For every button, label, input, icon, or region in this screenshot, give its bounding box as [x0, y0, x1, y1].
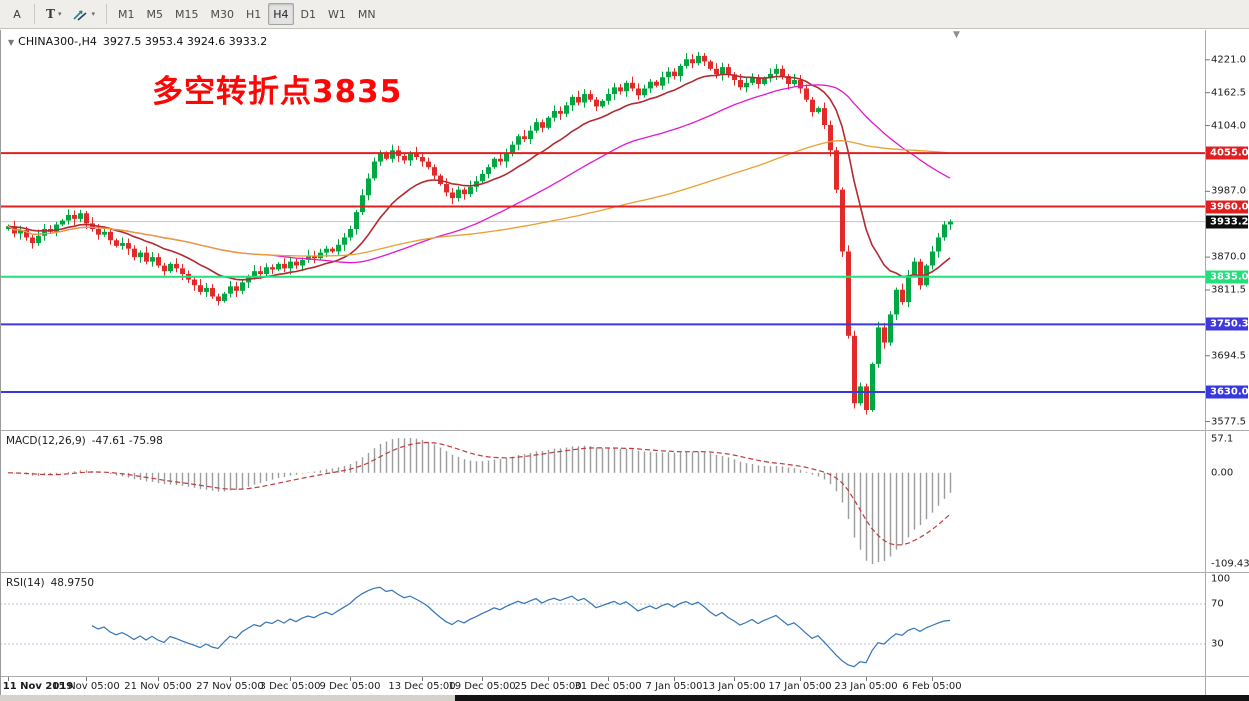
time-axis-label: 21 Nov 05:00 [124, 681, 192, 692]
price-tick-label: 3987.0 [1211, 185, 1246, 197]
macd-histogram [13, 438, 952, 564]
ma-line-fast-ma [7, 73, 951, 281]
time-axis-label: 23 Jan 05:00 [834, 681, 898, 692]
rsi-axis-label: 30 [1211, 638, 1224, 650]
price-level-box: 3750.3 [1206, 317, 1249, 331]
price-level-box: 3630.0 [1206, 385, 1249, 399]
arrow-mode-button[interactable]: A [6, 3, 28, 25]
price-tick-label: 3811.5 [1211, 284, 1246, 296]
arrow-mode-label: A [13, 7, 21, 21]
macd-indicator-label: MACD(12,26,9) -47.61 -75.98 [6, 435, 163, 447]
trendline-tool-icon [73, 9, 87, 21]
timeframe-button-w1[interactable]: W1 [328, 7, 346, 21]
time-axis-label: 15 Nov 05:00 [52, 681, 120, 692]
timeframe-button-m15[interactable]: M15 [174, 7, 199, 21]
macd-axis-label: 57.1 [1211, 433, 1234, 445]
price-tick-label: 4104.0 [1211, 120, 1246, 132]
timeframe-button-m30[interactable]: M30 [210, 7, 234, 21]
price-tick-label: 3694.5 [1211, 350, 1246, 362]
macd-axis-label: 0.00 [1211, 467, 1234, 479]
time-axis-label: 19 Dec 05:00 [448, 681, 516, 692]
caret-down-icon: ▾ [91, 10, 95, 18]
ohlc-values: 3927.5 3953.4 3924.6 3933.2 [102, 35, 268, 48]
candlestick-series [6, 51, 953, 415]
rsi-axis-label: 70 [1211, 598, 1224, 610]
time-axis-label: 7 Jan 05:00 [645, 681, 703, 692]
caret-down-icon: ▾ [57, 10, 62, 18]
toolbar-separator [105, 4, 107, 24]
text-tool-icon: T [46, 7, 55, 21]
one-click-trading-toggle-icon[interactable]: ▼ [8, 38, 15, 47]
rsi-value: 48.9750 [50, 577, 95, 589]
scrollbar-thumb[interactable] [455, 695, 1249, 701]
time-axis-label: 11 Nov 2019 [2, 681, 74, 692]
time-axis-label: 3 Dec 05:00 [259, 681, 321, 692]
timeframe-button-h1[interactable]: H1 [245, 7, 262, 21]
timeframe-button-d1[interactable]: D1 [300, 7, 316, 21]
macd-values: -47.61 -75.98 [91, 435, 163, 447]
chart-annotation-text: 多空转折点3835 [152, 74, 403, 110]
price-tick-label: 3870.0 [1211, 251, 1246, 263]
time-axis-label: 25 Dec 05:00 [514, 681, 582, 692]
rsi-indicator-label: RSI(14) 48.9750 [6, 577, 94, 589]
time-axis-label: 13 Jan 05:00 [702, 681, 766, 692]
timeframe-button-group: M1 M5 M15 M30 H1 H4 D1 W1 MN [112, 3, 382, 25]
chart-plot-area[interactable] [0, 30, 1205, 674]
rsi-axis-label: 100 [1211, 573, 1231, 585]
time-axis-label: 17 Jan 05:00 [768, 681, 832, 692]
time-axis-label: 27 Nov 05:00 [196, 681, 264, 692]
time-axis-label: 31 Dec 05:00 [574, 681, 642, 692]
time-axis-label: 6 Feb 05:00 [902, 681, 962, 692]
macd-signal-line [7, 441, 951, 546]
time-axis-label: 9 Dec 05:00 [319, 681, 381, 692]
drawing-tools-button[interactable]: ▾ [68, 3, 100, 25]
chart-title: ▼ CHINA300-,H4 3927.5 3953.4 3924.6 3933.2 [8, 35, 267, 48]
price-level-box: 3960.0 [1206, 200, 1249, 213]
text-tool-button[interactable]: T ▾ [41, 3, 66, 25]
price-level-box: 4055.0 [1206, 146, 1249, 160]
time-axis-label: 13 Dec 05:00 [388, 681, 456, 692]
timeframe-button-m1[interactable]: M1 [117, 7, 135, 21]
scroll-position-marker-icon[interactable]: ▼ [953, 30, 960, 40]
current-price-box: 3933.2 [1206, 215, 1249, 229]
bottom-scrollbar [0, 695, 1249, 701]
symbol-timeframe-label: CHINA300-,H4 [18, 35, 97, 48]
timeframe-button-m5[interactable]: M5 [146, 7, 163, 21]
price-level-box: 3835.0 [1206, 270, 1249, 284]
price-tick-label: 4162.5 [1211, 87, 1246, 99]
macd-axis-label: -109.43 [1211, 558, 1249, 570]
price-tick-label: 4221.0 [1211, 54, 1246, 66]
price-tick-label: 3577.5 [1211, 416, 1246, 428]
macd-name: MACD(12,26,9) [6, 435, 86, 447]
rsi-name: RSI(14) [6, 577, 45, 589]
main-toolbar: A T ▾ ▾ M1 M5 M15 M30 H1 H4 D1 W1 MN [0, 0, 1249, 29]
timeframe-button-h4[interactable]: H4 [268, 3, 294, 25]
toolbar-separator [34, 4, 35, 24]
rsi-line [91, 586, 951, 668]
timeframe-button-mn[interactable]: MN [357, 7, 376, 21]
